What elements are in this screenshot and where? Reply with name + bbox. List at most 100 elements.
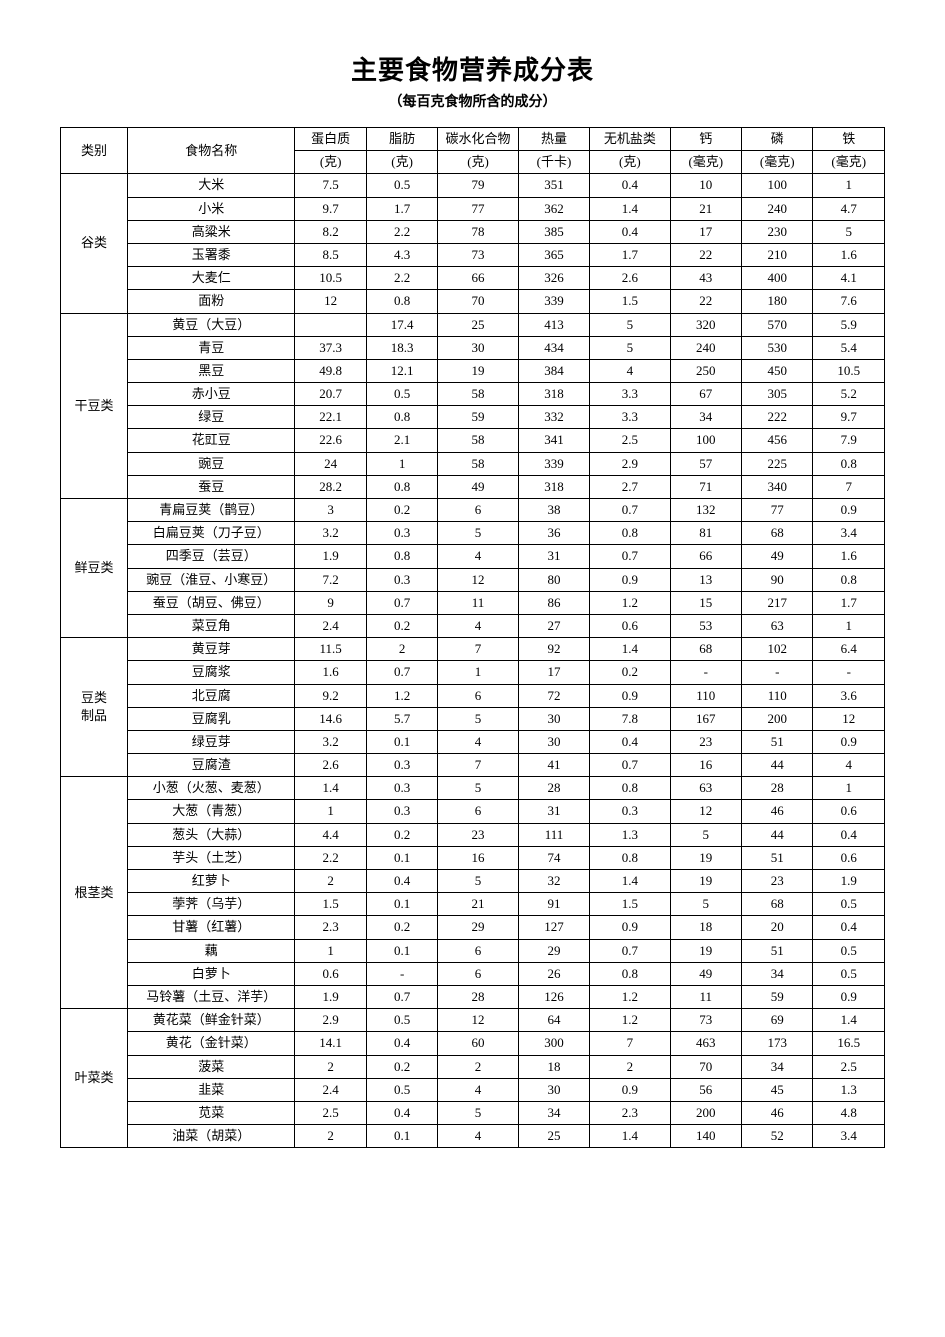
nutrition-table: 类别 食物名称 蛋白质 脂肪 碳水化合物 热量 无机盐类 钙 磷 铁 (克) (… <box>60 127 885 1148</box>
phosphorus-value: 100 <box>742 174 813 197</box>
iron-value: 3.4 <box>813 1125 885 1148</box>
food-name: 豆腐浆 <box>127 661 294 684</box>
calorie-value: 332 <box>518 406 589 429</box>
phosphorus-value: 51 <box>742 846 813 869</box>
iron-value: 1.3 <box>813 1078 885 1101</box>
food-name: 大麦仁 <box>127 267 294 290</box>
calcium-value: 49 <box>670 962 741 985</box>
protein-value: 37.3 <box>295 336 366 359</box>
header-fat-unit: (克) <box>366 151 437 174</box>
calcium-value: 70 <box>670 1055 741 1078</box>
iron-value: 9.7 <box>813 406 885 429</box>
phosphorus-value: 45 <box>742 1078 813 1101</box>
iron-value: 1.9 <box>813 870 885 893</box>
carb-value: 2 <box>438 1055 518 1078</box>
protein-value: 2.4 <box>295 1078 366 1101</box>
table-row: 红萝卜20.45321.419231.9 <box>61 870 885 893</box>
mineral-value: 0.8 <box>590 846 670 869</box>
iron-value: 6.4 <box>813 638 885 661</box>
table-row: 菜豆角2.40.24270.653631 <box>61 614 885 637</box>
carb-value: 6 <box>438 499 518 522</box>
food-name: 小米 <box>127 197 294 220</box>
phosphorus-value: 210 <box>742 243 813 266</box>
mineral-value: 2.6 <box>590 267 670 290</box>
iron-value: 1.6 <box>813 545 885 568</box>
food-name: 黄花菜（鲜金针菜） <box>127 1009 294 1032</box>
calcium-value: 23 <box>670 730 741 753</box>
fat-value: 0.3 <box>366 777 437 800</box>
food-name: 玉署黍 <box>127 243 294 266</box>
mineral-value: 4 <box>590 359 670 382</box>
phosphorus-value: 305 <box>742 383 813 406</box>
fat-value: 0.2 <box>366 823 437 846</box>
protein-value: 28.2 <box>295 475 366 498</box>
protein-value: 2.2 <box>295 846 366 869</box>
food-name: 菠菜 <box>127 1055 294 1078</box>
calorie-value: 362 <box>518 197 589 220</box>
calcium-value: 53 <box>670 614 741 637</box>
fat-value: 0.7 <box>366 985 437 1008</box>
iron-value: 0.4 <box>813 916 885 939</box>
mineral-value: 2.7 <box>590 475 670 498</box>
table-row: 谷类大米7.50.5793510.4101001 <box>61 174 885 197</box>
calcium-value: 132 <box>670 499 741 522</box>
carb-value: 4 <box>438 1078 518 1101</box>
carb-value: 19 <box>438 359 518 382</box>
iron-value: 1.6 <box>813 243 885 266</box>
iron-value: 4 <box>813 754 885 777</box>
calcium-value: 19 <box>670 870 741 893</box>
phosphorus-value: 240 <box>742 197 813 220</box>
table-row: 甘薯（红薯）2.30.2291270.918200.4 <box>61 916 885 939</box>
table-row: 玉署黍8.54.3733651.7222101.6 <box>61 243 885 266</box>
food-name: 青豆 <box>127 336 294 359</box>
carb-value: 5 <box>438 777 518 800</box>
table-header: 类别 食物名称 蛋白质 脂肪 碳水化合物 热量 无机盐类 钙 磷 铁 (克) (… <box>61 128 885 174</box>
calorie-value: 27 <box>518 614 589 637</box>
calcium-value: 11 <box>670 985 741 1008</box>
carb-value: 49 <box>438 475 518 498</box>
mineral-value: 2.9 <box>590 452 670 475</box>
calcium-value: - <box>670 661 741 684</box>
calorie-value: 26 <box>518 962 589 985</box>
calcium-value: 200 <box>670 1101 741 1124</box>
carb-value: 28 <box>438 985 518 1008</box>
protein-value: 1.4 <box>295 777 366 800</box>
mineral-value: 0.4 <box>590 220 670 243</box>
phosphorus-value: 173 <box>742 1032 813 1055</box>
table-row: 芋头（土芝）2.20.116740.819510.6 <box>61 846 885 869</box>
iron-value: - <box>813 661 885 684</box>
phosphorus-value: 34 <box>742 962 813 985</box>
food-name: 黄花（金针菜） <box>127 1032 294 1055</box>
calorie-value: 30 <box>518 1078 589 1101</box>
calcium-value: 43 <box>670 267 741 290</box>
mineral-value: 0.9 <box>590 1078 670 1101</box>
fat-value: 0.4 <box>366 870 437 893</box>
carb-value: 5 <box>438 522 518 545</box>
category-cell: 根茎类 <box>61 777 128 1009</box>
fat-value: 12.1 <box>366 359 437 382</box>
food-name: 藕 <box>127 939 294 962</box>
header-calorie: 热量 <box>518 128 589 151</box>
carb-value: 4 <box>438 730 518 753</box>
calcium-value: 19 <box>670 939 741 962</box>
carb-value: 79 <box>438 174 518 197</box>
mineral-value: 1.2 <box>590 591 670 614</box>
phosphorus-value: 570 <box>742 313 813 336</box>
protein-value <box>295 313 366 336</box>
fat-value: - <box>366 962 437 985</box>
carb-value: 7 <box>438 754 518 777</box>
iron-value: 1.7 <box>813 591 885 614</box>
mineral-value: 0.2 <box>590 661 670 684</box>
iron-value: 0.6 <box>813 846 885 869</box>
calcium-value: 463 <box>670 1032 741 1055</box>
calorie-value: 434 <box>518 336 589 359</box>
table-row: 韭菜2.40.54300.956451.3 <box>61 1078 885 1101</box>
table-row: 黄花（金针菜）14.10.460300746317316.5 <box>61 1032 885 1055</box>
table-row: 干豆类黄豆（大豆）17.42541353205705.9 <box>61 313 885 336</box>
mineral-value: 0.4 <box>590 174 670 197</box>
iron-value: 4.7 <box>813 197 885 220</box>
table-row: 藕10.16290.719510.5 <box>61 939 885 962</box>
phosphorus-value: 52 <box>742 1125 813 1148</box>
protein-value: 3.2 <box>295 730 366 753</box>
protein-value: 9.7 <box>295 197 366 220</box>
